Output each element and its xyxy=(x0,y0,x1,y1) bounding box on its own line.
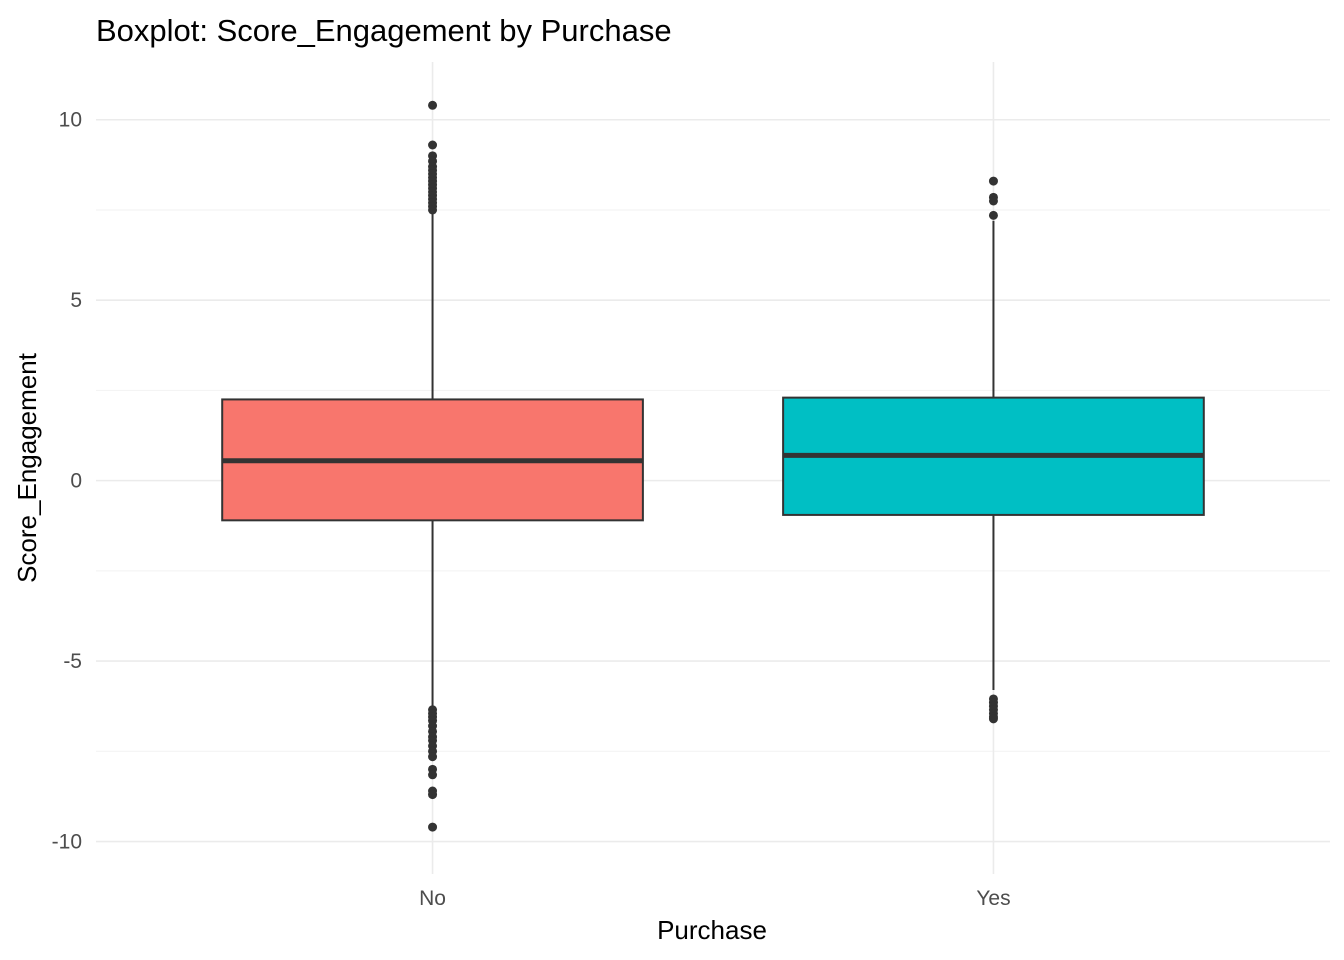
outlier-point xyxy=(988,714,998,724)
outlier-point xyxy=(428,100,438,110)
outlier-point xyxy=(428,205,438,215)
y-tick-label: 5 xyxy=(70,289,82,312)
outlier-point xyxy=(988,176,998,186)
box-no xyxy=(221,100,644,832)
outlier-point xyxy=(428,770,438,780)
y-axis-ticks: -10 -5 0 5 10 xyxy=(52,109,82,854)
y-axis-title: Score_Engagement xyxy=(12,352,42,583)
y-tick-label: 10 xyxy=(59,109,82,132)
box-yes xyxy=(782,176,1205,724)
y-tick-label: 0 xyxy=(70,470,82,493)
y-tick-label: -10 xyxy=(52,831,82,854)
outlier-point xyxy=(428,752,438,762)
y-tick-label: -5 xyxy=(63,650,82,673)
outlier-point xyxy=(988,210,998,220)
outlier-point xyxy=(428,822,438,832)
outlier-point xyxy=(428,790,438,800)
boxes xyxy=(221,100,1205,832)
outlier-point xyxy=(428,140,438,150)
x-tick-label: No xyxy=(419,887,446,910)
outlier-point xyxy=(988,196,998,206)
chart-title: Boxplot: Score_Engagement by Purchase xyxy=(96,13,672,48)
x-axis-ticks: No Yes xyxy=(419,887,1010,910)
x-axis-title: Purchase xyxy=(657,915,767,945)
x-tick-label: Yes xyxy=(976,887,1010,910)
